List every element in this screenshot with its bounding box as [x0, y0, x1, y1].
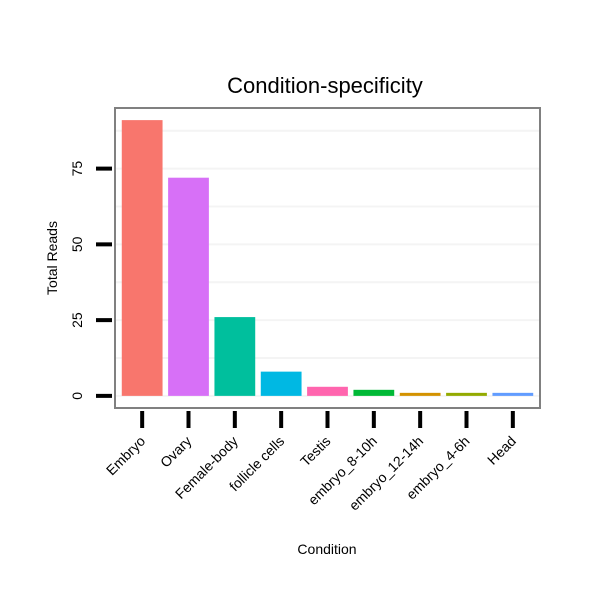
x-tick-label-head: Head	[484, 433, 519, 468]
chart-title: Condition-specificity	[227, 73, 423, 98]
x-tick-label-ovary: Ovary	[157, 433, 195, 471]
bar-ovary	[168, 177, 209, 396]
x-tick-label-testis: Testis	[297, 433, 334, 470]
bar-follicle-cells	[260, 371, 302, 396]
plot-panel	[114, 107, 541, 409]
x-tick-label-embryo: Embryo	[103, 433, 149, 479]
y-tick-label-25: 25	[69, 312, 85, 328]
bar-embryo-8-10h	[353, 389, 395, 396]
y-axis: 0 25 50 75	[69, 161, 112, 400]
y-axis-title: Total Reads	[44, 221, 60, 295]
bar-embryo	[121, 120, 163, 396]
bar-testis	[307, 386, 348, 396]
bar-female-body	[214, 317, 256, 396]
bars	[121, 120, 534, 396]
bar-embryo-12-14h	[399, 392, 441, 396]
bar-head	[492, 392, 534, 396]
x-axis-title: Condition	[297, 541, 356, 557]
y-tick-label-50: 50	[69, 236, 85, 252]
bar-embryo-4-6h	[446, 392, 487, 396]
y-tick-label-0: 0	[69, 392, 85, 400]
y-tick-label-75: 75	[69, 161, 85, 177]
